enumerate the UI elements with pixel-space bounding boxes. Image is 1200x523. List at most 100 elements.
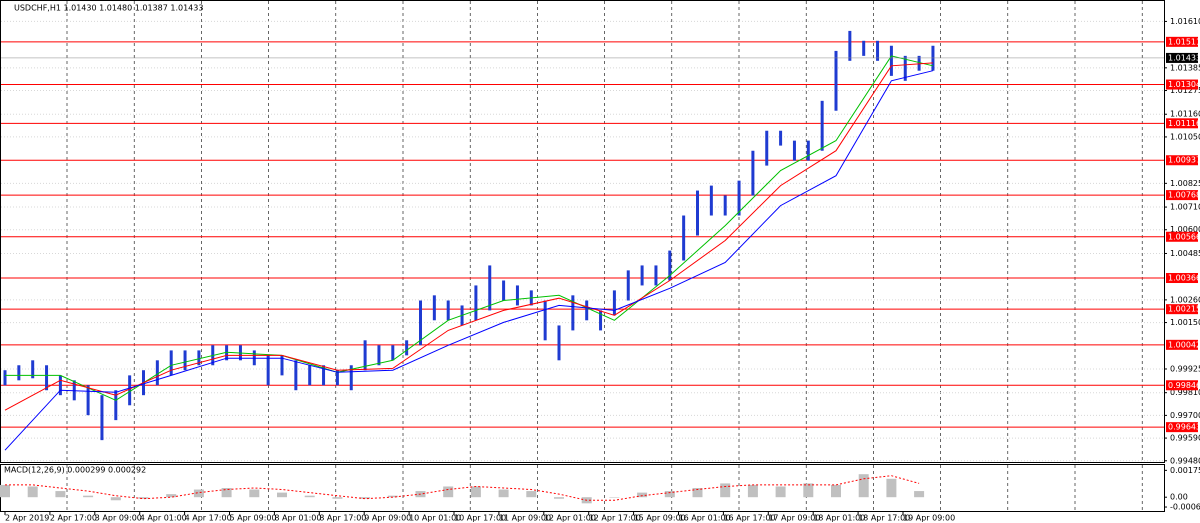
macd-bar	[221, 488, 232, 498]
macd-bar	[249, 489, 260, 498]
macd-bar	[775, 486, 786, 498]
macd-bar	[637, 492, 648, 498]
price-bar	[682, 215, 686, 261]
level-label: 1.00937	[1168, 156, 1200, 165]
level-label-box	[1166, 304, 1198, 315]
last-price-label: 1.01433	[1168, 53, 1200, 62]
level-label-box	[1166, 190, 1198, 201]
price-bar	[668, 250, 672, 281]
macd-bar	[554, 497, 564, 499]
price-bar	[280, 355, 284, 376]
price-bar	[751, 150, 755, 196]
y-tick-label: 1.00710	[1170, 203, 1200, 212]
level-label: 1.00768	[1168, 191, 1200, 200]
price-bar	[446, 300, 450, 321]
macd-bar	[304, 495, 315, 498]
macd-bar	[360, 497, 371, 499]
x-tick-label: 18 Apr 17:00	[858, 514, 910, 523]
x-tick-label: 11 Apr 09:00	[499, 514, 551, 523]
level-label: 1.00215	[1168, 305, 1200, 314]
macd-frame	[0, 464, 1165, 512]
price-bar	[100, 395, 104, 441]
price-bar	[391, 345, 395, 361]
x-tick-label: 16 Apr 17:00	[723, 514, 775, 523]
macd-bar	[55, 491, 66, 498]
x-tick-label: 2 Apr 17:00	[50, 514, 97, 523]
x-tick-label: 8 Apr 17:00	[319, 514, 366, 523]
level-label-box	[1166, 339, 1198, 350]
level-label: 1.01116	[1168, 119, 1200, 128]
macd-label: MACD(12,26,9) 0.000299 0.000292	[4, 466, 146, 475]
price-bar	[405, 340, 409, 356]
macd-bar	[443, 486, 454, 498]
macd-bar	[831, 484, 841, 498]
level-label-box	[1166, 380, 1198, 391]
x-tick-label: 4 Apr 17:00	[185, 514, 232, 523]
macd-bar	[914, 491, 925, 498]
macd-bar	[332, 497, 343, 499]
y-tick-label: 1.01385	[1170, 63, 1200, 72]
y-tick-label: 1.01050	[1170, 132, 1200, 141]
x-tick-label: 8 Apr 01:00	[274, 514, 321, 523]
macd-bar	[27, 486, 38, 498]
level-label-box	[1166, 36, 1198, 47]
x-tick-label: 5 Apr 09:00	[230, 514, 277, 523]
price-bar	[377, 345, 381, 366]
price-bar	[709, 185, 713, 216]
y-tick-label: 0.99480	[1170, 456, 1200, 465]
price-bar	[169, 350, 173, 376]
price-bar	[654, 265, 658, 286]
macd-bar	[609, 497, 620, 498]
y-tick-label: 1.01610	[1170, 17, 1200, 26]
macd-signal	[5, 475, 920, 501]
y-tick-label: 0.99590	[1170, 434, 1200, 443]
level-label: 1.00042	[1168, 340, 1200, 349]
price-bar	[308, 365, 312, 386]
level-label: 1.01304	[1168, 80, 1200, 89]
price-bar	[931, 45, 935, 71]
price-bar	[723, 195, 727, 216]
price-bar	[889, 45, 893, 76]
y-tick-label: 1.00485	[1170, 249, 1200, 258]
macd-y-tick-label: 0.001751	[1170, 466, 1200, 475]
x-tick-label: 4 Apr 01:00	[140, 514, 187, 523]
price-bar	[848, 30, 852, 61]
macd-bar	[110, 497, 121, 501]
price-bar	[626, 270, 630, 301]
macd-bar	[277, 492, 287, 498]
y-tick-label: 0.99925	[1170, 364, 1200, 373]
main-frame	[0, 0, 1165, 463]
price-bar	[432, 295, 436, 321]
macd-bar	[0, 484, 10, 498]
moving-average	[5, 55, 934, 401]
level-label: 1.00566	[1168, 232, 1200, 241]
macd-bar	[193, 489, 204, 498]
y-tick-label: 1.01275	[1170, 86, 1200, 95]
x-tick-label: 19 Apr 09:00	[903, 514, 955, 523]
plot-layer	[0, 1, 1164, 511]
price-bar	[903, 55, 907, 81]
x-tick-label: 10 Apr 01:00	[409, 514, 461, 523]
x-tick-label: 12 Apr 01:00	[544, 514, 596, 523]
price-bar	[322, 365, 326, 386]
macd-bar	[83, 495, 94, 498]
macd-y-tick-label: -0.000641	[1170, 503, 1200, 512]
price-bar	[155, 360, 159, 386]
level-label-box	[1166, 155, 1198, 166]
price-bar	[419, 300, 422, 346]
price-bar	[612, 290, 616, 316]
price-bar	[585, 300, 589, 321]
macd-bar	[387, 495, 398, 498]
macd-bar	[498, 489, 509, 498]
price-bar	[765, 130, 769, 166]
price-bar	[266, 355, 270, 386]
price-bar	[515, 285, 519, 306]
macd-bar	[138, 497, 149, 499]
price-bar	[640, 265, 644, 286]
x-tick-label: 17 Apr 09:00	[768, 514, 820, 523]
price-bar	[571, 295, 575, 331]
price-bar	[488, 265, 492, 311]
y-tick-label: 0.99700	[1170, 411, 1200, 420]
